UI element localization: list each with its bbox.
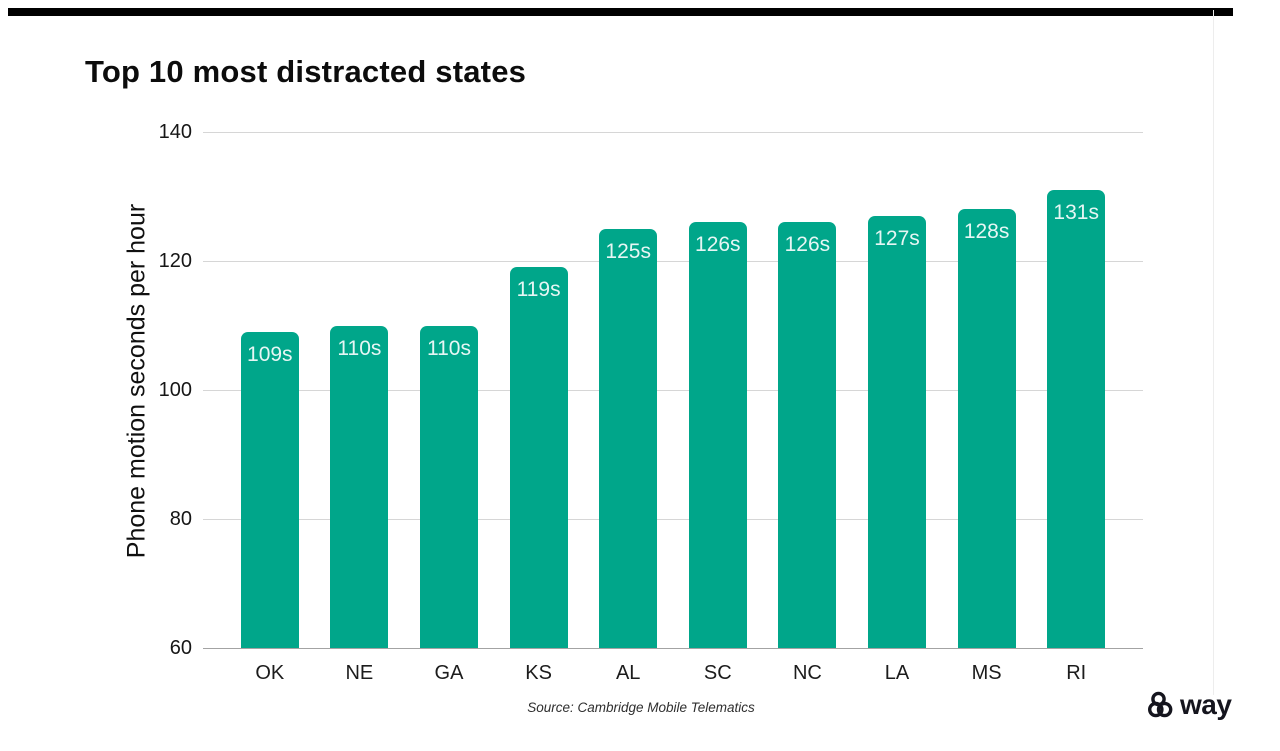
x-axis-tick-label: RI bbox=[1066, 662, 1087, 684]
x-axis-tick-label: MS bbox=[971, 662, 1002, 684]
gridline bbox=[203, 132, 1143, 133]
source-attribution: Source: Cambridge Mobile Telematics bbox=[527, 700, 755, 715]
gridline bbox=[203, 648, 1143, 649]
y-axis-tick-label: 100 bbox=[158, 379, 192, 401]
bar: 110s bbox=[420, 325, 478, 648]
container-edge-line bbox=[1213, 10, 1214, 695]
y-axis-tick-label: 60 bbox=[169, 637, 192, 659]
gridline bbox=[203, 519, 1143, 520]
gridline bbox=[203, 390, 1143, 391]
way-logo-text: way bbox=[1180, 689, 1232, 720]
x-axis-tick-label: KS bbox=[525, 662, 552, 684]
bar-value-label: 110s bbox=[337, 336, 382, 360]
bar-value-label: 127s bbox=[874, 226, 920, 250]
bar-value-label: 109s bbox=[247, 342, 293, 366]
x-axis-tick-label: AL bbox=[615, 662, 641, 684]
plot-area: 60 80 100 120 140 109s OK 110s NE 110s GA 119s KS 125… bbox=[159, 121, 1143, 684]
bar: 110s bbox=[330, 325, 389, 648]
way-logo: way bbox=[1147, 689, 1232, 720]
bar: 109s bbox=[240, 331, 299, 648]
y-axis-tick-label: 80 bbox=[169, 508, 192, 530]
bar: 125s bbox=[599, 228, 658, 648]
bar-value-label: 125s bbox=[605, 239, 651, 263]
x-axis-tick-label: GA bbox=[434, 662, 464, 684]
bar-value-label: 119s bbox=[516, 278, 561, 302]
gridline bbox=[203, 261, 1143, 262]
x-axis-tick-label: NE bbox=[345, 662, 374, 684]
chart-title: Top 10 most distracted states bbox=[85, 54, 527, 89]
x-axis-tick-label: OK bbox=[255, 662, 285, 684]
x-axis-tick-label: NC bbox=[792, 662, 822, 684]
bar-value-label: 131s bbox=[1053, 201, 1099, 225]
bar: 119s bbox=[509, 267, 568, 648]
x-axis-tick-label: SC bbox=[703, 662, 732, 684]
bar: 126s bbox=[688, 222, 747, 648]
way-logo-icon bbox=[1147, 691, 1174, 719]
top-divider-bar bbox=[8, 8, 1233, 16]
bar: 127s bbox=[868, 215, 926, 648]
y-axis-tick-label: 140 bbox=[158, 121, 192, 143]
x-axis-tick-label: LA bbox=[884, 662, 910, 684]
bar-value-label: 126s bbox=[784, 233, 831, 257]
bar-value-label: 110s bbox=[427, 336, 471, 360]
bar: 131s bbox=[1047, 190, 1106, 648]
bar: 126s bbox=[778, 222, 837, 648]
bar: 128s bbox=[957, 209, 1016, 648]
y-axis-tick-label: 120 bbox=[158, 250, 192, 272]
bar-value-label: 126s bbox=[695, 233, 741, 257]
bar-value-label: 128s bbox=[963, 220, 1010, 244]
